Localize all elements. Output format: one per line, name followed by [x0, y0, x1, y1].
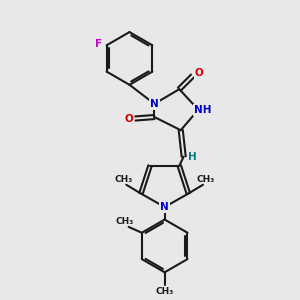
Text: F: F	[95, 39, 102, 49]
Text: O: O	[194, 68, 203, 78]
Text: CH₃: CH₃	[116, 217, 134, 226]
Text: CH₃: CH₃	[114, 175, 133, 184]
Text: N: N	[160, 202, 169, 212]
Text: H: H	[188, 152, 197, 162]
Text: CH₃: CH₃	[155, 287, 174, 296]
Text: O: O	[124, 114, 133, 124]
Text: NH: NH	[194, 105, 211, 115]
Text: N: N	[150, 99, 159, 109]
Text: CH₃: CH₃	[197, 175, 215, 184]
